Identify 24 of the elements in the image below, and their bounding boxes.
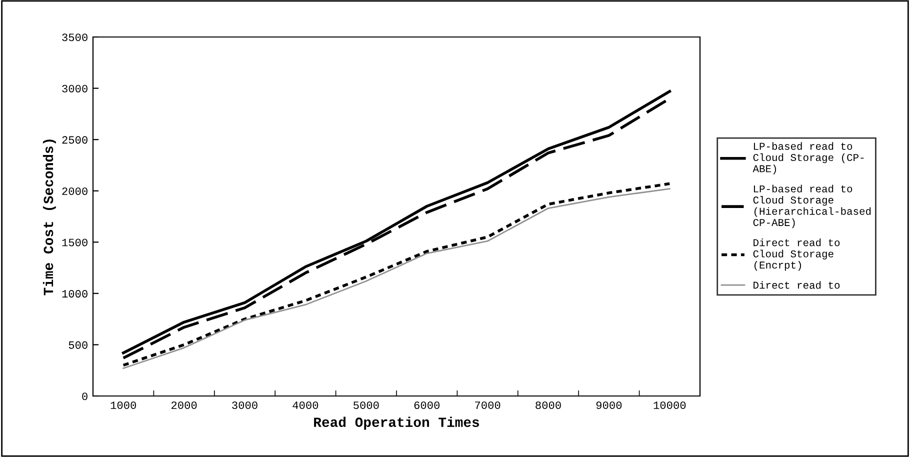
x-tick-label: 7000 <box>475 401 500 410</box>
y-tick-label: 3500 <box>62 34 88 42</box>
x-tick-label: 6000 <box>414 401 440 410</box>
x-tick-label: 1000 <box>110 401 136 410</box>
y-tick-label: 2500 <box>62 136 88 144</box>
y-tick-label: 1000 <box>62 290 88 298</box>
x-tick-label: 9000 <box>596 401 622 410</box>
y-tick-label: 3000 <box>62 84 88 92</box>
x-tick-label: 2000 <box>171 401 197 410</box>
x-tick-label: 3000 <box>232 401 258 410</box>
legend-label: Direct read to Cloud Storage (Encrpt) <box>753 238 840 271</box>
x-tick-label: 10000 <box>654 401 686 410</box>
y-axis-title: Time Cost (Seconds) <box>42 140 56 296</box>
x-tick-label: 4000 <box>292 401 318 410</box>
x-axis-title: Read Operation Times <box>314 416 479 430</box>
legend-label: LP-based read to Cloud Storage (CP- ABE) <box>752 142 864 174</box>
y-tick-label: 2000 <box>62 187 88 195</box>
legend-label: Direct read to <box>754 281 840 289</box>
y-tick-label: 1500 <box>62 238 88 246</box>
x-tick-label: 5000 <box>354 401 379 410</box>
y-tick-label: 500 <box>68 341 88 349</box>
y-tick-label: 0 <box>82 392 88 400</box>
x-tick-label: 8000 <box>536 401 561 410</box>
legend-label: LP-based read to Cloud Storage (Hierarchical-based CP-ABE) <box>753 184 871 228</box>
